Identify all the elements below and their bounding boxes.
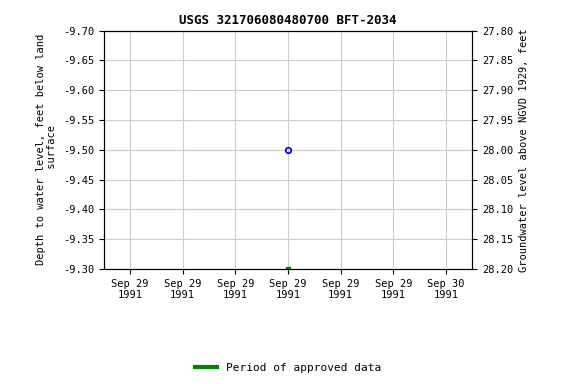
Title: USGS 321706080480700 BFT-2034: USGS 321706080480700 BFT-2034 bbox=[179, 14, 397, 27]
Y-axis label: Groundwater level above NGVD 1929, feet: Groundwater level above NGVD 1929, feet bbox=[519, 28, 529, 271]
Legend: Period of approved data: Period of approved data bbox=[191, 359, 385, 377]
Y-axis label: Depth to water level, feet below land
 surface: Depth to water level, feet below land su… bbox=[36, 34, 57, 265]
